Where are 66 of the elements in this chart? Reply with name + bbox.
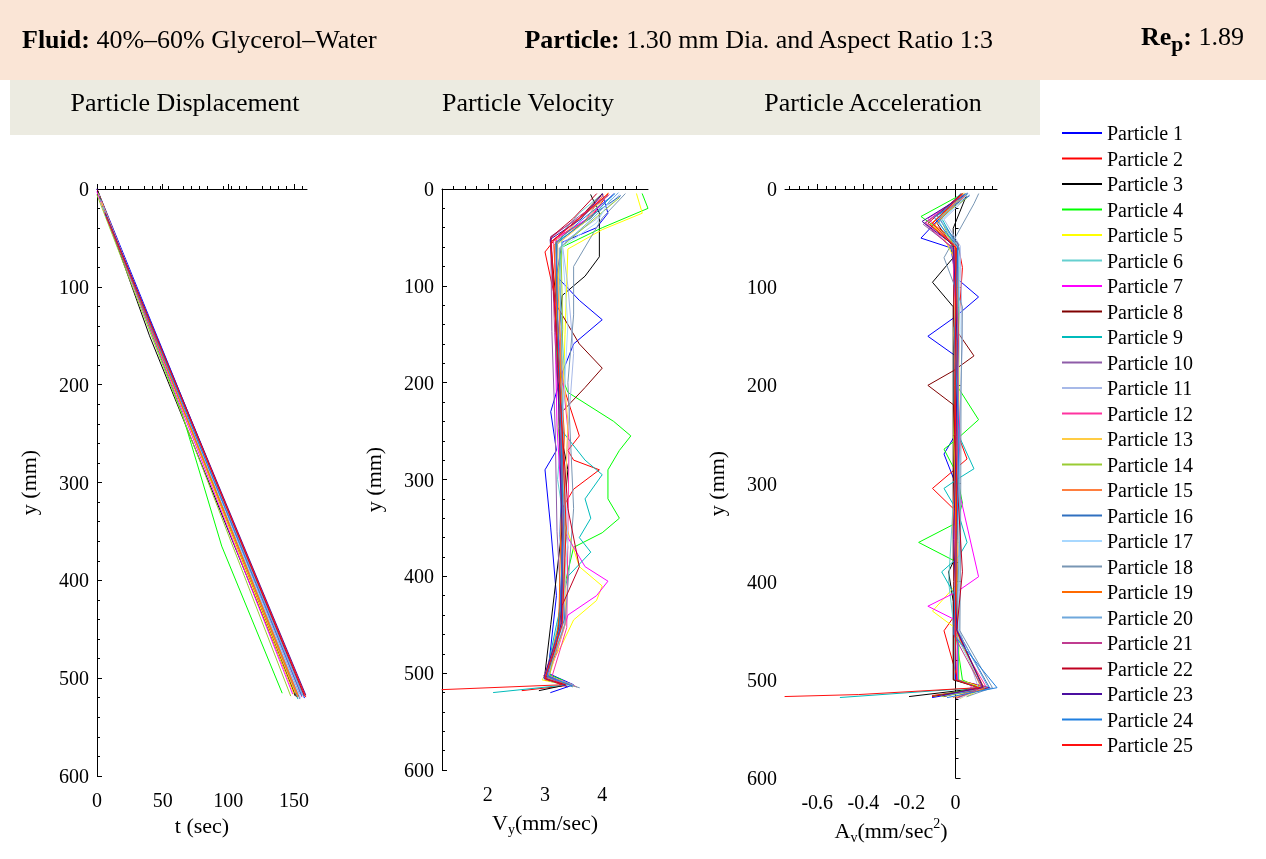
y-tick-label: 0 (424, 178, 434, 200)
y-tick-label: 100 (747, 276, 777, 299)
y-tick-label: 500 (59, 667, 89, 690)
x-tick-label: 3 (540, 783, 550, 805)
legend-label: Particle 13 (1107, 428, 1194, 450)
legend-label: Particle 14 (1107, 453, 1194, 476)
x-tick-label: 4 (597, 783, 608, 805)
y-tick-label: 0 (79, 178, 89, 200)
y-tick-label: 500 (404, 662, 434, 685)
legend-label: Particle 17 (1107, 530, 1194, 552)
legend-label: Particle 19 (1107, 581, 1194, 603)
text: Re$_{p}$: 1.89 (1140, 22, 1244, 57)
legend-label: Particle 16 (1107, 504, 1194, 527)
legend-label: Particle 24 (1107, 708, 1194, 731)
legend-label: Particle 8 (1107, 300, 1184, 323)
x-tick-label: 50 (152, 789, 173, 811)
legend-label: Particle 4 (1107, 198, 1184, 221)
text: Fluid: 40%–60% Glycerol–Water (22, 25, 377, 54)
legend-label: Particle 18 (1107, 555, 1194, 578)
chart-title: Particle Acceleration (764, 87, 982, 117)
y-tick-label: 400 (404, 565, 434, 588)
legend-label: Particle 6 (1107, 249, 1184, 272)
x-tick-label: 150 (278, 789, 309, 811)
y-tick-label: 200 (747, 374, 777, 397)
y-tick-label: 300 (747, 472, 777, 495)
x-tick-label: 2 (482, 783, 493, 805)
y-tick-label: 100 (404, 274, 434, 297)
y-tick-label: 0 (767, 178, 777, 200)
y-axis-title: y (mm) (15, 449, 41, 516)
y-axis-title: y (mm) (703, 450, 729, 517)
legend-label: Particle 10 (1107, 351, 1194, 374)
y-tick-label: 400 (747, 570, 777, 593)
legend-label: Particle 22 (1107, 657, 1194, 680)
legend-label: Particle 21 (1107, 632, 1194, 654)
y-tick-label: 600 (404, 759, 434, 781)
y-tick-label: 400 (59, 569, 89, 592)
y-tick-label: 300 (59, 471, 89, 494)
y-tick-label: 100 (59, 275, 89, 298)
y-tick-label: 600 (747, 767, 777, 789)
legend-label: Particle 15 (1107, 479, 1194, 501)
legend-label: Particle 20 (1107, 606, 1194, 629)
legend-label: Particle 23 (1107, 683, 1194, 705)
x-tick-label: -0.4 (847, 791, 880, 813)
chart-title: Particle Displacement (70, 87, 301, 117)
legend-label: Particle 5 (1107, 224, 1184, 246)
legend-label: Particle 7 (1107, 275, 1184, 297)
x-tick-label: -0.2 (893, 791, 926, 813)
legend-label: Particle 1 (1107, 122, 1184, 144)
legend-label: Particle 12 (1107, 402, 1194, 425)
text: Particle: 1.30 mm Dia. and Aspect Ratio 1:3 (524, 25, 994, 54)
x-tick-label: 100 (213, 789, 244, 811)
legend-label: Particle 11 (1107, 377, 1193, 399)
y-axis-title: y (mm) (360, 446, 386, 513)
chart-title: Particle Velocity (441, 87, 615, 117)
y-tick-label: 200 (59, 373, 89, 396)
legend-label: Particle 2 (1107, 147, 1184, 170)
x-axis-title: t (sec) (174, 813, 230, 839)
legend-label: Particle 25 (1107, 734, 1194, 756)
legend-label: Particle 9 (1107, 326, 1184, 348)
x-tick-label: 0 (950, 791, 961, 813)
legend-label: Particle 3 (1107, 173, 1184, 195)
x-tick-label: -0.6 (801, 791, 834, 813)
y-tick-label: 600 (59, 765, 89, 787)
y-tick-label: 500 (747, 668, 777, 691)
y-tick-label: 300 (404, 468, 434, 491)
y-tick-label: 200 (404, 371, 434, 394)
